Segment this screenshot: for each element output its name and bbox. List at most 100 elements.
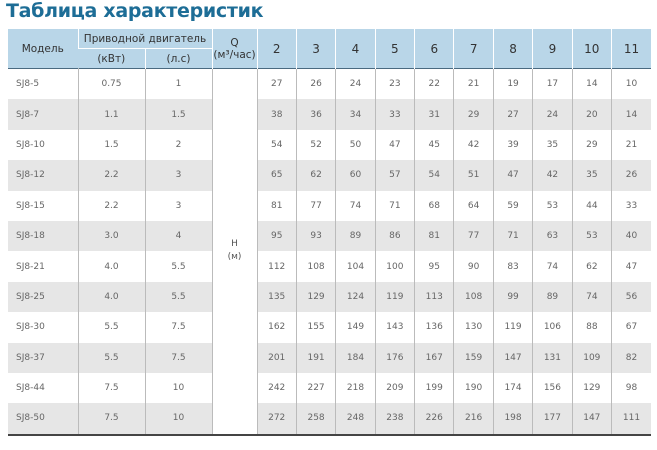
head-value-cell: 47 — [611, 251, 651, 282]
model-cell: SJ8-5 — [16, 79, 40, 90]
table-row: SJ8-50 7.5 10 272 258 248 238 226 216 198 177 147 11… — [8, 403, 651, 435]
header-flow: 11 — [611, 29, 651, 69]
head-value-cell: 44 — [571, 190, 612, 221]
kw-cell: 7.5 — [77, 372, 145, 404]
head-value-cell: 29 — [453, 99, 494, 130]
head-value-cell: 190 — [453, 372, 494, 404]
head-value-cell: 47 — [492, 160, 533, 191]
head-value-cell: 35 — [532, 129, 573, 161]
header-kw: (кВт) — [78, 48, 145, 69]
model-cell: SJ8-7 — [8, 99, 78, 130]
model-cell: SJ8-50 — [8, 403, 78, 435]
head-value-cell: 81 — [256, 190, 297, 221]
head-value-cell: 24 — [532, 99, 573, 130]
head-value-cell: 39 — [492, 129, 533, 161]
head-value-cell: 51 — [453, 160, 494, 191]
hp-cell: 5.5 — [144, 251, 212, 282]
model-cell: SJ8-37 — [8, 342, 78, 373]
head-value-cell: 71 — [492, 220, 533, 252]
head-value-cell: 56 — [611, 281, 651, 313]
head-value-cell: 143 — [374, 312, 415, 343]
head-value-cell: 77 — [295, 190, 336, 221]
table-row: SJ8-44 7.5 10 242 227 218 209 199 190 174 156 129 98 — [8, 372, 651, 404]
head-value-cell: 42 — [532, 160, 573, 191]
head-value-cell: 130 — [453, 312, 494, 343]
head-value-cell: 199 — [414, 372, 454, 404]
head-value-cell: 82 — [611, 342, 651, 373]
head-value-cell: 38 — [256, 99, 297, 130]
head-value-cell: 53 — [571, 220, 612, 252]
h-unit: (м) — [227, 252, 242, 263]
q-unit: (м³/час) — [213, 48, 256, 61]
head-value-cell: 95 — [414, 251, 454, 282]
model-cell: SJ8-10 — [16, 139, 45, 150]
head-value-cell: 21 — [453, 68, 494, 100]
head-value-cell: 77 — [453, 220, 494, 252]
kw-cell: 3.0 — [77, 220, 145, 252]
header-hp: (л.с) — [144, 48, 212, 69]
header-flow: 6 — [414, 29, 454, 69]
head-value-cell: 71 — [374, 190, 415, 221]
head-value-cell: 112 — [256, 251, 297, 282]
head-value-cell: 62 — [571, 251, 612, 282]
head-value-cell: 155 — [295, 312, 336, 343]
head-value-cell: 89 — [335, 220, 376, 252]
table-row: SJ8-15 2.2 3 81 77 74 71 68 64 59 53 44 33 — [8, 190, 651, 221]
head-value-cell: 21 — [611, 129, 651, 161]
head-value-cell: 147 — [571, 403, 612, 435]
head-value-cell: 201 — [256, 342, 297, 373]
head-value-cell: 129 — [571, 372, 612, 404]
head-value-cell: 42 — [453, 129, 494, 161]
head-value-cell: 34 — [335, 99, 376, 130]
hp-cell: 10 — [144, 372, 212, 404]
head-value-cell: 149 — [335, 312, 376, 343]
head-value-cell: 26 — [611, 160, 651, 191]
head-value-cell: 88 — [571, 312, 612, 343]
head-value-cell: 31 — [414, 99, 454, 130]
head-value-cell: 68 — [414, 190, 454, 221]
head-value-cell: 14 — [571, 68, 612, 100]
hp-cell: 7.5 — [144, 312, 212, 343]
head-value-cell: 74 — [571, 281, 612, 313]
kw-cell: 7.5 — [77, 403, 145, 435]
head-value-cell: 83 — [492, 251, 533, 282]
head-value-cell: 19 — [492, 68, 533, 100]
head-value-cell: 226 — [414, 403, 454, 435]
hp-cell: 10 — [144, 403, 212, 435]
head-value-cell: 27 — [492, 99, 533, 130]
table-row: SJ8-30 5.5 7.5 162 155 149 143 136 130 119 106 88 67 — [8, 312, 651, 343]
head-value-cell: 40 — [611, 220, 651, 252]
page-title: Таблица характеристик — [6, 0, 264, 22]
model-cell: SJ8-25 — [8, 281, 78, 313]
h-label: H — [231, 239, 238, 250]
hp-cell: 5.5 — [144, 281, 212, 313]
head-value-cell: 184 — [335, 342, 376, 373]
head-value-cell: 104 — [335, 251, 376, 282]
head-value-cell: 50 — [335, 129, 376, 161]
head-label-cell: H (м) — [211, 68, 257, 435]
head-value-cell: 111 — [611, 403, 651, 435]
head-value-cell: 35 — [571, 160, 612, 191]
header-flow: 3 — [295, 29, 336, 69]
header-model: Модель — [8, 29, 78, 69]
model-cell: SJ8-44 — [16, 383, 45, 394]
head-value-cell: 131 — [532, 342, 573, 373]
model-cell: SJ8-15 — [16, 200, 45, 211]
head-value-cell: 17 — [532, 68, 573, 100]
head-value-cell: 63 — [532, 220, 573, 252]
kw-cell: 1.5 — [77, 129, 145, 161]
head-value-cell: 227 — [295, 372, 336, 404]
head-value-cell: 238 — [374, 403, 415, 435]
head-value-cell: 74 — [335, 190, 376, 221]
head-value-cell: 242 — [256, 372, 297, 404]
head-value-cell: 62 — [295, 160, 336, 191]
header-q: Q (м³/час) — [211, 29, 257, 69]
head-value-cell: 258 — [295, 403, 336, 435]
header-flow: 2 — [256, 29, 297, 69]
head-value-cell: 33 — [611, 190, 651, 221]
table-row: SJ8-12 2.2 3 65 62 60 57 54 51 47 42 35 26 — [8, 160, 651, 191]
head-value-cell: 95 — [256, 220, 297, 252]
header-flow: 4 — [335, 29, 376, 69]
head-value-cell: 59 — [492, 190, 533, 221]
table-row: SJ8-21 4.0 5.5 112 108 104 100 95 90 83 74 62 47 — [8, 251, 651, 282]
